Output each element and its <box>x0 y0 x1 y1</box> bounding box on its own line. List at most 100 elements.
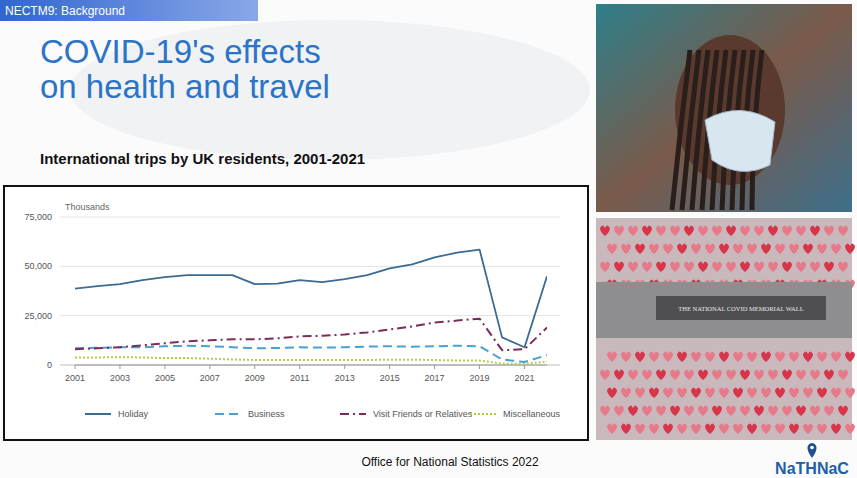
x-tick <box>344 365 345 369</box>
photo-detail <box>705 388 715 399</box>
photo-detail <box>628 406 638 417</box>
photo-detail <box>768 226 778 237</box>
photo-detail <box>803 244 813 255</box>
photo-detail <box>817 244 827 255</box>
photo-detail <box>614 262 624 273</box>
photo-detail <box>782 406 792 417</box>
photo-detail <box>621 424 631 435</box>
photo-detail <box>831 424 841 435</box>
photo-detail <box>682 50 699 210</box>
photo-detail <box>705 352 715 363</box>
x-tick <box>524 365 525 369</box>
photo-detail <box>775 244 785 255</box>
photo-detail <box>789 244 799 255</box>
photo-detail <box>628 262 638 273</box>
photo-detail <box>614 406 624 417</box>
photo-detail <box>775 424 785 435</box>
legend-swatch <box>85 413 111 415</box>
photo-detail <box>747 388 757 399</box>
photo-detail <box>607 388 617 399</box>
photo-detail <box>691 424 701 435</box>
photo-detail <box>796 262 806 273</box>
photo-detail <box>712 406 722 417</box>
photo-detail <box>810 406 820 417</box>
legend-label: Business <box>248 409 285 419</box>
photo-detail <box>768 406 778 417</box>
photo-detail <box>824 226 834 237</box>
photo-detail <box>663 388 673 399</box>
photo-detail <box>754 406 764 417</box>
photo-detail <box>817 388 827 399</box>
chart-frame <box>4 186 588 440</box>
photo-detail <box>677 352 687 363</box>
photo-detail <box>698 370 708 381</box>
x-tick <box>389 365 390 369</box>
photo-detail <box>761 424 771 435</box>
photo-detail <box>810 226 820 237</box>
photo-detail <box>796 226 806 237</box>
grid-line <box>60 365 560 366</box>
photo-detail <box>726 406 736 417</box>
photo-detail <box>719 388 729 399</box>
photo-detail <box>698 406 708 417</box>
photo-detail <box>719 244 729 255</box>
x-tick <box>434 365 435 369</box>
photo-detail <box>831 388 841 399</box>
photo-detail <box>775 388 785 399</box>
photo-detail <box>607 352 617 363</box>
photo-detail <box>649 244 659 255</box>
photo-detail <box>810 370 820 381</box>
photo-detail <box>782 226 792 237</box>
photo-detail <box>656 296 826 320</box>
photo-detail <box>789 424 799 435</box>
photo-detail <box>607 424 617 435</box>
x-tick-label: 2021 <box>515 373 535 383</box>
photo-detail <box>803 352 813 363</box>
photo-detail <box>733 388 743 399</box>
slide: NECTM9: Background025,00050,00075,000Tho… <box>0 0 857 478</box>
photo-detail <box>642 406 652 417</box>
legend-swatch <box>215 413 241 415</box>
photo-masked-person <box>596 4 852 212</box>
grid-line <box>60 217 560 218</box>
photo-detail <box>663 424 673 435</box>
photo-detail <box>642 370 652 381</box>
photo-detail <box>670 406 680 417</box>
photo-detail <box>796 370 806 381</box>
photo-detail <box>600 226 610 237</box>
photo-detail <box>656 370 666 381</box>
photo-detail <box>740 262 750 273</box>
photo-detail <box>614 226 624 237</box>
photo-detail <box>656 262 666 273</box>
photo-detail <box>663 244 673 255</box>
photo-detail <box>635 244 645 255</box>
photo-detail <box>761 244 771 255</box>
x-tick-label: 2011 <box>290 373 309 383</box>
photo-detail <box>684 406 694 417</box>
legend-label: Visit Friends or Relatives <box>373 409 473 419</box>
photo-detail <box>747 352 757 363</box>
photo-detail <box>656 406 666 417</box>
photo-detail <box>684 226 694 237</box>
x-tick <box>209 365 210 369</box>
x-tick-label: 2001 <box>65 373 85 383</box>
photo-detail <box>782 262 792 273</box>
photo-detail <box>705 424 715 435</box>
photo-detail <box>642 226 652 237</box>
photo-detail <box>698 226 708 237</box>
legend-swatch <box>340 413 366 415</box>
photo-detail <box>684 262 694 273</box>
photo-detail <box>600 262 610 273</box>
photo-detail <box>761 352 771 363</box>
x-tick <box>75 365 76 369</box>
photo-detail <box>705 244 715 255</box>
photo-detail <box>719 424 729 435</box>
photo-detail <box>691 244 701 255</box>
photo-detail <box>607 244 617 255</box>
photo-detail <box>614 370 624 381</box>
photo-detail <box>733 352 743 363</box>
photo-detail <box>691 352 701 363</box>
x-tick-label: 2013 <box>335 373 355 383</box>
photo-detail <box>845 424 855 435</box>
photo-detail <box>789 352 799 363</box>
